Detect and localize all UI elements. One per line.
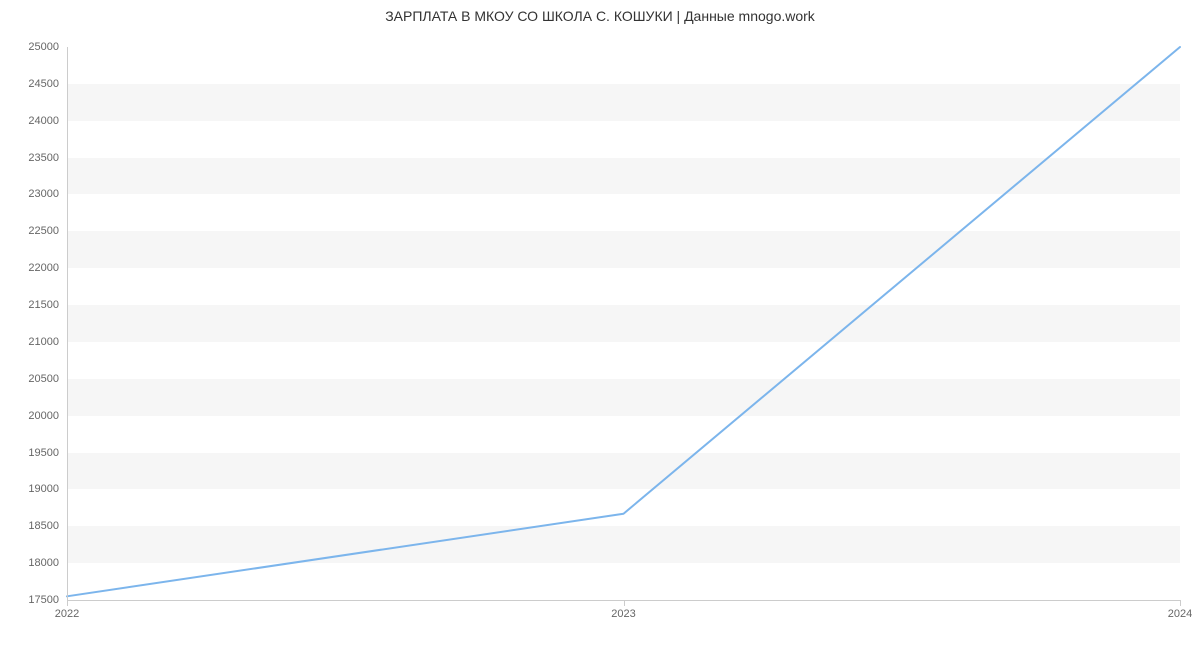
line-series-salary <box>67 47 1180 596</box>
x-axis-line <box>67 600 1180 601</box>
line-series-layer <box>67 47 1180 600</box>
x-axis-tick-label: 2024 <box>1168 600 1192 620</box>
chart-title: ЗАРПЛАТА В МКОУ СО ШКОЛА С. КОШУКИ | Дан… <box>0 8 1200 24</box>
y-axis-tick-label: 21000 <box>28 336 67 348</box>
y-axis-tick-label: 25000 <box>28 41 67 53</box>
y-axis-tick-label: 23500 <box>28 152 67 164</box>
y-axis-line <box>67 47 68 600</box>
x-axis-tick-label: 2023 <box>611 600 635 620</box>
y-axis-tick-label: 22000 <box>28 262 67 274</box>
y-axis-tick-label: 20500 <box>28 373 67 385</box>
y-axis-tick-label: 18500 <box>28 520 67 532</box>
y-axis-tick-label: 20000 <box>28 410 67 422</box>
plot-area: 1750018000185001900019500200002050021000… <box>67 47 1180 600</box>
y-axis-tick-label: 21500 <box>28 299 67 311</box>
y-axis-tick-label: 19000 <box>28 483 67 495</box>
chart-container: ЗАРПЛАТА В МКОУ СО ШКОЛА С. КОШУКИ | Дан… <box>0 0 1200 650</box>
y-axis-tick-label: 24000 <box>28 115 67 127</box>
x-axis-tick-label: 2022 <box>55 600 79 620</box>
y-axis-tick-label: 24500 <box>28 78 67 90</box>
y-axis-tick-label: 23000 <box>28 188 67 200</box>
y-axis-tick-label: 19500 <box>28 447 67 459</box>
y-axis-tick-label: 22500 <box>28 225 67 237</box>
y-axis-tick-label: 18000 <box>28 557 67 569</box>
